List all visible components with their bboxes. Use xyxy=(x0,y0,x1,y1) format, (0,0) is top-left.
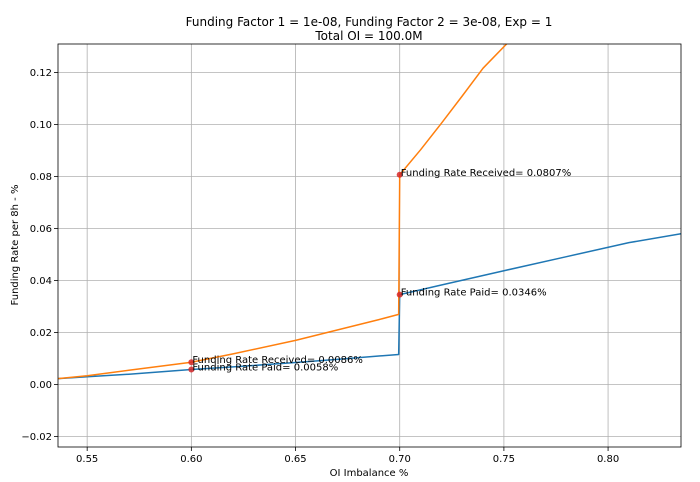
y-axis-label: Funding Rate per 8h - % xyxy=(10,185,21,306)
y-tick-label: −0.02 xyxy=(21,432,52,443)
y-tick-label: 0.00 xyxy=(30,380,52,391)
y-tick-label: 0.08 xyxy=(30,172,52,183)
paid-rate-line xyxy=(58,233,681,380)
x-tick-label: 0.80 xyxy=(597,454,619,465)
x-tick-label: 0.65 xyxy=(284,454,306,465)
annotation-marker xyxy=(188,359,195,366)
y-tick-label: 0.06 xyxy=(30,224,52,235)
x-axis-ticks: 0.55 0.60 0.65 0.70 0.75 0.80 xyxy=(76,447,619,465)
annotation-label: Funding Rate Received= 0.0807% xyxy=(401,168,572,179)
annotation-marker xyxy=(396,171,403,178)
x-tick-label: 0.70 xyxy=(389,454,411,465)
grid-lines xyxy=(58,44,681,447)
chart-title: Funding Factor 1 = 1e-08, Funding Factor… xyxy=(186,15,553,29)
x-tick-label: 0.75 xyxy=(493,454,515,465)
annotation-label: Funding Rate Paid= 0.0346% xyxy=(401,288,547,299)
annotations: Funding Rate Received= 0.0807% Funding Ra… xyxy=(192,168,571,374)
annotation-marker xyxy=(188,366,195,373)
series-lines xyxy=(58,44,681,380)
y-tick-label: 0.12 xyxy=(30,68,52,79)
y-tick-label: 0.10 xyxy=(30,120,52,131)
annotation-markers xyxy=(188,171,403,373)
x-tick-label: 0.55 xyxy=(76,454,98,465)
x-axis-label: OI Imbalance % xyxy=(330,468,409,479)
y-axis-ticks: −0.02 0.00 0.02 0.04 0.06 0.08 0.10 0.12 xyxy=(21,68,58,443)
plot-frame xyxy=(57,43,682,448)
received-rate-line xyxy=(58,44,508,380)
y-tick-label: 0.02 xyxy=(30,328,52,339)
annotation-marker xyxy=(396,291,403,298)
annotation-label: Funding Rate Paid= 0.0058% xyxy=(192,363,338,374)
chart-subtitle: Total OI = 100.0M xyxy=(314,29,422,43)
annotation-label: Funding Rate Received= 0.0086% xyxy=(192,355,363,366)
y-tick-label: 0.04 xyxy=(30,276,52,287)
x-tick-label: 0.60 xyxy=(180,454,202,465)
